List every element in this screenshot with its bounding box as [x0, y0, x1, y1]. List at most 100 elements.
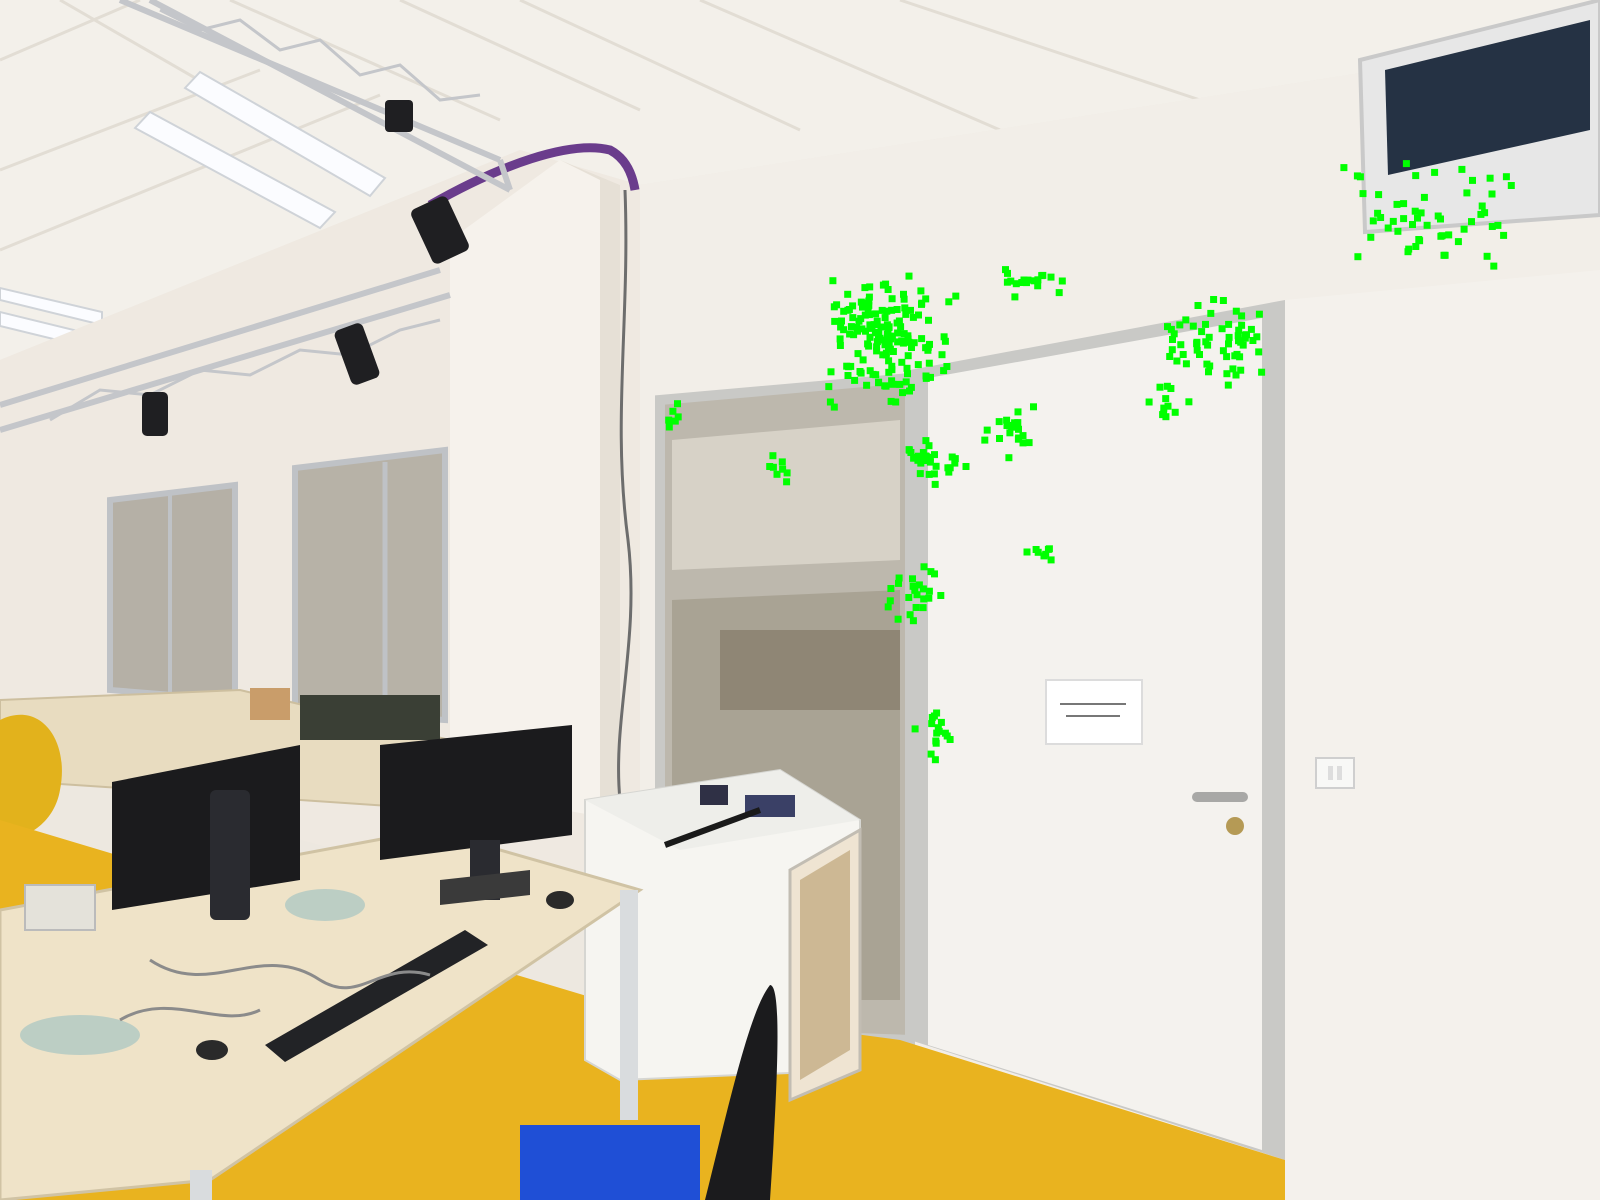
feature-point: [1235, 326, 1243, 334]
feature-point: [836, 342, 844, 349]
feature-point: [847, 323, 855, 331]
feature-point: [844, 372, 852, 379]
feature-point: [907, 306, 914, 314]
feature-point: [1166, 353, 1174, 360]
feature-point: [903, 364, 911, 372]
feature-point: [1356, 173, 1364, 181]
feature-point: [927, 373, 934, 381]
feature-point: [1003, 422, 1011, 429]
feature-point: [854, 350, 862, 358]
feature-point: [845, 363, 853, 371]
feature-point: [674, 400, 681, 408]
feature-point: [1237, 338, 1245, 346]
feature-point: [883, 330, 891, 338]
feature-point: [926, 458, 934, 466]
feature-point: [922, 295, 930, 303]
feature-point: [861, 311, 869, 319]
feature-point: [1185, 398, 1193, 406]
feature-point: [927, 568, 935, 576]
feature-point: [873, 338, 881, 346]
feature-point: [937, 718, 945, 726]
feature-point: [909, 617, 917, 625]
feature-point: [1156, 383, 1164, 391]
feature-point: [904, 332, 912, 340]
feature-point: [1420, 193, 1428, 201]
feature-point: [1145, 398, 1153, 406]
feature-point: [931, 480, 939, 488]
feature-point: [873, 317, 881, 325]
feature-point: [1437, 232, 1445, 240]
feature-point: [933, 729, 941, 737]
feature-point: [922, 437, 930, 445]
feature-point: [1507, 182, 1515, 189]
feature-point: [962, 463, 970, 470]
feature-point: [1409, 221, 1416, 228]
feature-point: [1478, 202, 1486, 210]
feature-point: [840, 307, 848, 315]
feature-point: [1196, 351, 1203, 358]
feature-point: [858, 325, 866, 333]
feature-point: [930, 470, 938, 478]
yellow-chair: [0, 714, 62, 840]
feature-point: [911, 725, 919, 733]
feature-point: [898, 358, 906, 366]
feature-point: [1034, 282, 1042, 290]
feature-point: [894, 338, 902, 346]
feature-point: [872, 310, 880, 318]
feature-point: [1034, 276, 1042, 284]
feature-point: [864, 305, 872, 313]
feature-point: [869, 370, 877, 378]
feature-point: [898, 337, 906, 345]
keyboard-and-mouse: [196, 891, 574, 1062]
feature-point: [1490, 262, 1498, 270]
feature-point: [1019, 432, 1027, 440]
feature-point: [889, 380, 897, 388]
feature-point: [1377, 214, 1385, 221]
feature-point: [845, 306, 853, 313]
feature-point: [1171, 408, 1179, 416]
feature-point: [862, 327, 869, 335]
feature-point: [1173, 357, 1181, 365]
feature-point: [925, 594, 933, 602]
feature-point: [830, 303, 838, 311]
feature-point: [1416, 237, 1424, 245]
feature-point: [882, 382, 890, 390]
feature-point: [1463, 189, 1471, 197]
feature-point: [894, 329, 902, 337]
feature-point: [1202, 338, 1210, 346]
feature-point: [825, 383, 833, 391]
feature-point: [1169, 336, 1176, 343]
feature-point: [1159, 411, 1167, 419]
feature-point: [1223, 353, 1231, 361]
feature-point: [941, 337, 949, 345]
feature-point: [783, 469, 791, 477]
feature-point: [1167, 385, 1175, 392]
feature-point: [916, 470, 924, 478]
feature-point: [1494, 221, 1502, 229]
feature-point: [1400, 215, 1408, 223]
feature-point: [1020, 276, 1028, 284]
feature-point: [900, 330, 908, 338]
feature-point: [866, 367, 874, 375]
feature-point: [1177, 341, 1185, 349]
feature-point: [1393, 200, 1401, 208]
feature-point: [1014, 419, 1022, 427]
feature-point: [920, 595, 928, 603]
feature-point: [941, 729, 949, 737]
feature-point: [1218, 325, 1226, 333]
feature-point: [1182, 360, 1190, 368]
feature-point: [922, 374, 930, 382]
feature-point: [857, 298, 865, 306]
feature-point: [910, 339, 918, 347]
feature-point: [836, 335, 844, 343]
feature-point: [1375, 191, 1383, 199]
feature-point: [1488, 223, 1496, 230]
feature-point: [926, 340, 933, 348]
feature-point: [883, 307, 891, 315]
feature-point: [981, 436, 989, 444]
feature-point: [851, 376, 859, 384]
feature-point: [1255, 310, 1263, 318]
feature-point: [914, 361, 922, 369]
feature-point: [1488, 190, 1496, 198]
feature-point: [873, 347, 881, 355]
